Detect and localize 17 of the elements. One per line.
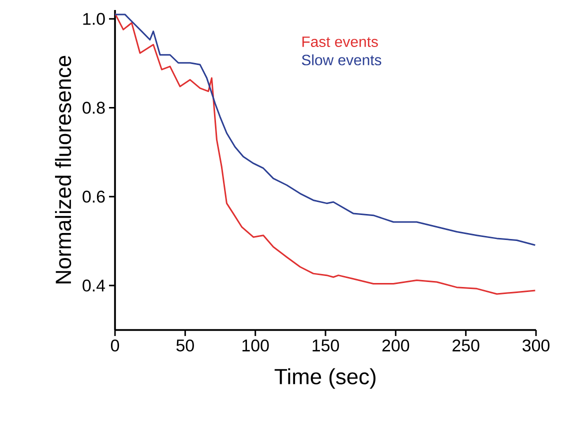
x-tick-label: 0 [110,339,120,352]
x-axis-title: Time (sec) [274,368,376,389]
y-tick-label: 0.6 [82,190,105,203]
y-tick-label: 0.8 [82,102,105,114]
x-tick-label: 200 [382,339,410,352]
line-series [115,14,536,246]
x-tick-label: 250 [452,339,480,352]
x-tick-label: 100 [242,339,269,352]
x-tick-label: 50 [176,339,194,352]
x-tick-label: 150 [312,339,339,352]
y-axis-title: Normalized fluoresence [55,56,72,284]
line-series [115,12,536,295]
x-tick-label: 300 [522,339,550,352]
y-tick-label: 1.0 [83,12,105,25]
text: Fast events [302,36,378,48]
y-tick-label: 0.4 [82,280,106,292]
text: Slow events [302,54,382,66]
